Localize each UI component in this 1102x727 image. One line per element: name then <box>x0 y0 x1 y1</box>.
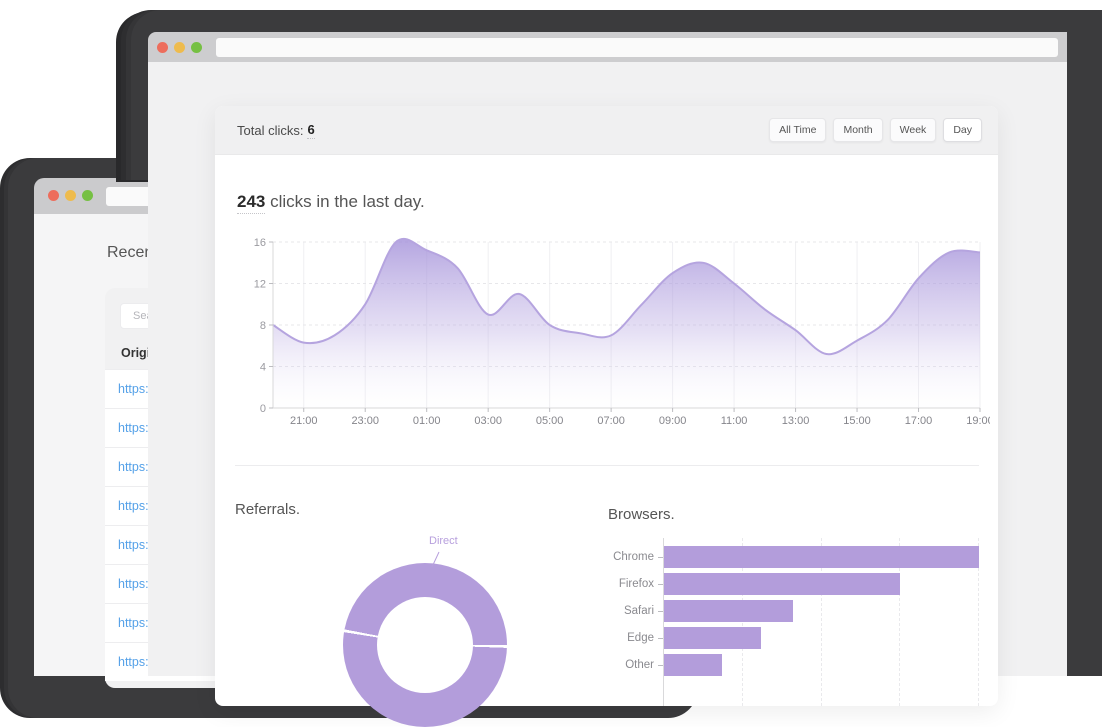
svg-text:8: 8 <box>260 320 266 332</box>
bar-chrome <box>664 546 979 568</box>
svg-text:12: 12 <box>254 279 266 291</box>
bar-category-tick <box>658 557 663 558</box>
bar-row-other: Other <box>596 654 998 676</box>
original-url-link[interactable]: https:// <box>118 616 156 630</box>
bar-row-safari: Safari <box>596 600 998 622</box>
svg-text:0: 0 <box>260 403 266 415</box>
filter-button-week[interactable]: Week <box>889 118 937 142</box>
svg-text:23:00: 23:00 <box>351 415 379 427</box>
svg-text:07:00: 07:00 <box>597 415 625 427</box>
front-browser-content: Total clicks: 6 All Time Month Week Day 243… <box>148 62 1067 727</box>
bar-category-tick <box>658 665 663 666</box>
clicks-headline: 243 clicks in the last day. <box>237 192 425 214</box>
bar-other <box>664 654 722 676</box>
svg-text:09:00: 09:00 <box>659 415 687 427</box>
clicks-headline-text: clicks in the last day. <box>265 192 425 211</box>
svg-text:16: 16 <box>254 237 266 249</box>
total-clicks-label: Total clicks: <box>237 122 304 138</box>
address-bar[interactable] <box>216 38 1058 57</box>
bar-category-label: Chrome <box>613 551 654 563</box>
filter-button-day[interactable]: Day <box>943 118 982 142</box>
original-url-link[interactable]: https:// <box>118 577 156 591</box>
bar-category-tick <box>658 638 663 639</box>
bar-chart-axis-line <box>663 538 664 706</box>
bar-chart-gridline <box>741 538 743 706</box>
svg-text:4: 4 <box>260 362 266 374</box>
bar-category-label: Other <box>625 659 654 671</box>
donut-label-pointer-line <box>431 551 440 568</box>
screenshot-canvas: { "colors": { "accent_purple": "#b39ddb"… <box>8 10 1102 727</box>
svg-text:15:00: 15:00 <box>843 415 871 427</box>
original-url-link[interactable]: https:// <box>118 538 156 552</box>
zoom-button-icon[interactable] <box>190 41 202 53</box>
analytics-card: Total clicks: 6 All Time Month Week Day 243… <box>215 106 998 727</box>
filter-button-all-time[interactable]: All Time <box>769 118 827 142</box>
original-url-link[interactable]: https:// <box>118 460 156 474</box>
svg-text:05:00: 05:00 <box>536 415 564 427</box>
bar-row-chrome: Chrome <box>596 546 998 568</box>
analytics-card-header: Total clicks: 6 All Time Month Week Day <box>215 106 998 155</box>
browsers-section-title: Browsers. <box>608 506 675 523</box>
bar-category-tick <box>658 611 663 612</box>
original-url-link[interactable]: https:// <box>118 421 156 435</box>
back-close-button-icon[interactable] <box>48 190 59 201</box>
bar-chart-gridline <box>978 538 979 706</box>
front-browser-window-frame-right <box>1067 10 1102 676</box>
bar-category-label: Edge <box>627 632 654 644</box>
donut-segment-label: Direct <box>429 535 458 547</box>
front-browser-titlebar <box>148 32 1067 62</box>
browsers-bar-chart: Chrome Firefox Safari Edge Other <box>596 538 998 706</box>
bar-category-tick <box>658 584 663 585</box>
bar-category-label: Safari <box>623 605 654 617</box>
svg-text:01:00: 01:00 <box>413 415 441 427</box>
total-clicks-value: 6 <box>307 121 315 139</box>
filter-button-month[interactable]: Month <box>833 118 883 142</box>
bar-category-label: Firefox <box>618 578 654 590</box>
svg-text:19:00: 19:00 <box>966 415 990 427</box>
original-url-link[interactable]: https:// <box>118 382 156 396</box>
referrals-donut-chart <box>343 563 507 727</box>
bar-firefox <box>664 573 901 595</box>
section-divider <box>235 465 979 466</box>
bar-edge <box>664 627 762 649</box>
svg-text:03:00: 03:00 <box>474 415 502 427</box>
svg-text:11:00: 11:00 <box>721 415 748 427</box>
time-filter-group: All Time Month Week Day <box>769 118 982 142</box>
bar-chart-gridline <box>899 538 901 706</box>
minimize-button-icon[interactable] <box>173 41 185 53</box>
referrals-section-title: Referrals. <box>235 501 301 518</box>
svg-text:13:00: 13:00 <box>782 415 810 427</box>
back-zoom-button-icon[interactable] <box>82 190 93 201</box>
bar-row-firefox: Firefox <box>596 573 998 595</box>
original-url-link[interactable]: https:// <box>118 655 156 669</box>
svg-text:21:00: 21:00 <box>290 415 318 427</box>
back-minimize-button-icon[interactable] <box>65 190 76 201</box>
bar-row-edge: Edge <box>596 627 998 649</box>
bar-safari <box>664 600 793 622</box>
bar-chart-gridline <box>820 538 822 706</box>
clicks-area-chart: 0 4 8 12 16 21:00 23:00 01:00 03:00 05:00 07:00 09:… <box>254 237 990 427</box>
close-button-icon[interactable] <box>156 41 168 53</box>
recent-heading: Recent <box>107 244 158 261</box>
svg-text:17:00: 17:00 <box>905 415 933 427</box>
clicks-count: 243 <box>237 192 266 214</box>
donut-hole <box>377 597 473 693</box>
original-url-link[interactable]: https:// <box>118 499 156 513</box>
